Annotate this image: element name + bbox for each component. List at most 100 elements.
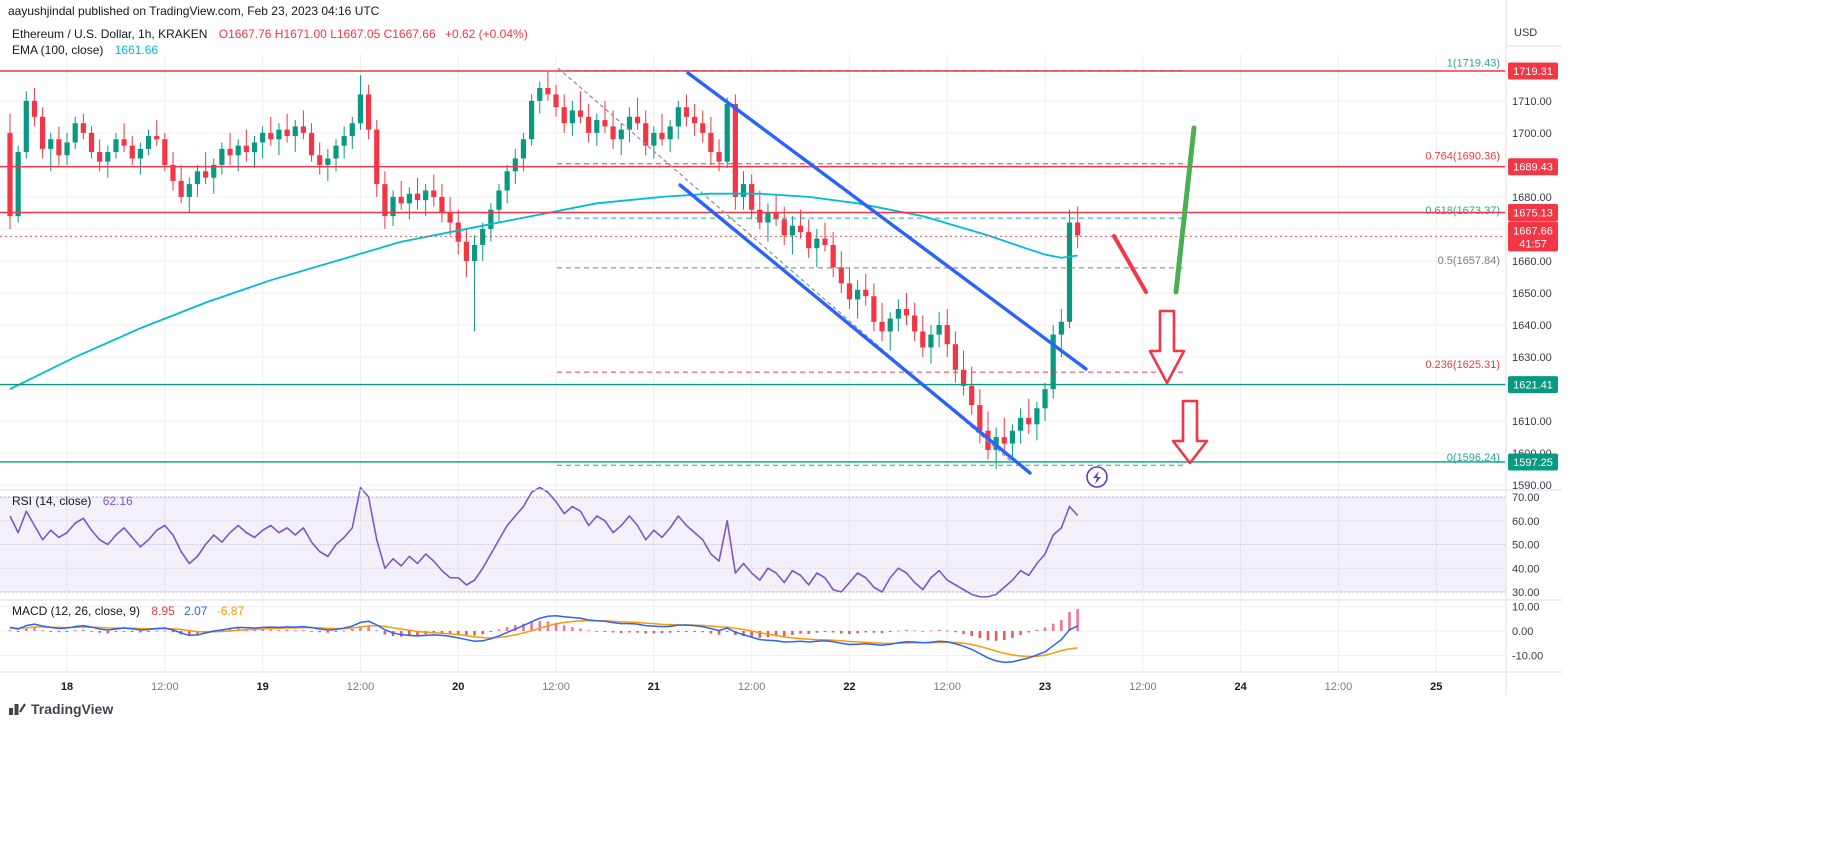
candle: [1034, 401, 1040, 441]
candle: [618, 123, 624, 156]
price-tick-label: 1650.00: [1512, 288, 1552, 300]
candle: [1050, 325, 1056, 399]
macd-histogram-value: 8.95: [151, 604, 175, 618]
candle: [374, 120, 380, 197]
candle: [1009, 424, 1016, 457]
candle: [577, 91, 584, 124]
candle: [113, 132, 119, 159]
candle: [887, 312, 893, 351]
candle: [520, 132, 527, 172]
candle: [675, 100, 681, 140]
time-tick-label: 23: [1039, 681, 1051, 693]
red-trend-drawing[interactable]: [1112, 234, 1148, 294]
candle: [431, 174, 437, 207]
time-tick-label: 12:00: [151, 681, 179, 693]
candle: [1042, 382, 1048, 422]
candle: [944, 309, 950, 358]
time-tick-label: 12:00: [933, 681, 961, 693]
macd-legend: MACD (12, 26, close, 9) 8.95 2.07 -6.87: [12, 604, 250, 618]
candlestick-series: [7, 71, 1081, 470]
trend-channel-line[interactable]: [678, 183, 1032, 475]
candle: [121, 123, 127, 153]
candle: [480, 222, 486, 261]
candle: [830, 232, 836, 277]
price-scale[interactable]: USD 1710.00 1700.00 1680.00 1660.00 1650.00 16…: [1508, 27, 1558, 663]
candle: [31, 88, 38, 127]
macd-line: [9, 615, 1078, 664]
down-arrow-drawing[interactable]: [1148, 309, 1186, 385]
candle: [439, 184, 445, 223]
change-value: +0.62 (+0.04%): [444, 27, 528, 41]
candle: [357, 75, 364, 130]
last-price-value: 1667.66: [1513, 225, 1553, 237]
candle: [23, 91, 29, 159]
candle: [814, 228, 820, 268]
macd-title[interactable]: MACD (12, 26, close, 9): [12, 604, 141, 618]
candle: [292, 120, 298, 153]
candle: [806, 219, 812, 258]
symbol-legend: Ethereum / U.S. Dollar, 1h, KRAKEN O1667…: [12, 27, 534, 41]
candle: [863, 273, 869, 306]
candle: [1075, 206, 1081, 249]
candle: [414, 177, 421, 210]
candle: [88, 126, 95, 159]
price-tick-label: 1660.00: [1512, 256, 1552, 268]
candle: [406, 187, 412, 220]
candle: [178, 164, 184, 204]
time-tick-label: 24: [1235, 681, 1248, 693]
candle: [700, 110, 706, 143]
time-tick-label: 21: [648, 681, 660, 693]
candle: [895, 299, 901, 332]
candle: [1026, 398, 1032, 434]
candle: [260, 126, 266, 159]
candle: [846, 267, 853, 310]
fib-level-label: 0.618(1673.37): [1425, 205, 1500, 217]
candle: [773, 193, 779, 226]
candle: [692, 104, 698, 137]
candle: [186, 177, 192, 213]
candle: [920, 315, 926, 358]
macd-tick-label: 0.00: [1512, 626, 1533, 638]
time-axis[interactable]: 18 12:00 19 12:00 20 12:00 21 12:00 22 12:00 23 12:…: [61, 681, 1442, 693]
candle: [822, 222, 828, 252]
symbol-title[interactable]: Ethereum / U.S. Dollar, 1h, KRAKEN: [12, 27, 208, 41]
rsi-tick-label: 70.00: [1512, 492, 1540, 504]
candle: [423, 184, 429, 217]
flash-icon[interactable]: [1086, 466, 1108, 488]
candle: [651, 126, 657, 159]
candle: [952, 331, 958, 383]
candle: [626, 107, 632, 143]
candle: [610, 110, 616, 149]
candle: [659, 113, 665, 146]
horizontal-rays[interactable]: [0, 70, 1505, 463]
candle: [569, 100, 575, 137]
candle: [928, 325, 934, 364]
green-trend-drawing[interactable]: [1173, 125, 1197, 295]
candle: [977, 389, 983, 444]
rsi-tick-label: 30.00: [1512, 587, 1540, 599]
panel-separators: [0, 0, 1562, 695]
candle: [936, 312, 942, 348]
tradingview-logo[interactable]: TradingView: [8, 700, 113, 718]
rsi-title[interactable]: RSI (14, close): [12, 494, 92, 508]
candle: [789, 216, 795, 255]
candle: [48, 132, 54, 172]
candle: [447, 196, 453, 236]
down-arrow-drawing[interactable]: [1171, 399, 1209, 465]
candle: [594, 113, 600, 146]
ema-value: 1661.66: [114, 43, 159, 57]
rsi-value: 62.16: [102, 494, 133, 508]
fib-level-label: 0.236(1625.31): [1425, 359, 1500, 371]
candle: [154, 120, 160, 146]
candle: [1001, 417, 1007, 454]
time-tick-label: 12:00: [738, 681, 766, 693]
ema-title[interactable]: EMA (100, close): [12, 43, 104, 57]
candle: [496, 184, 502, 223]
time-tick-label: 20: [452, 681, 464, 693]
ohlc-values: O1667.76 H1671.00 L1667.05 C1667.66: [218, 27, 436, 41]
candle: [855, 280, 861, 319]
trend-channel-line[interactable]: [686, 71, 1088, 371]
